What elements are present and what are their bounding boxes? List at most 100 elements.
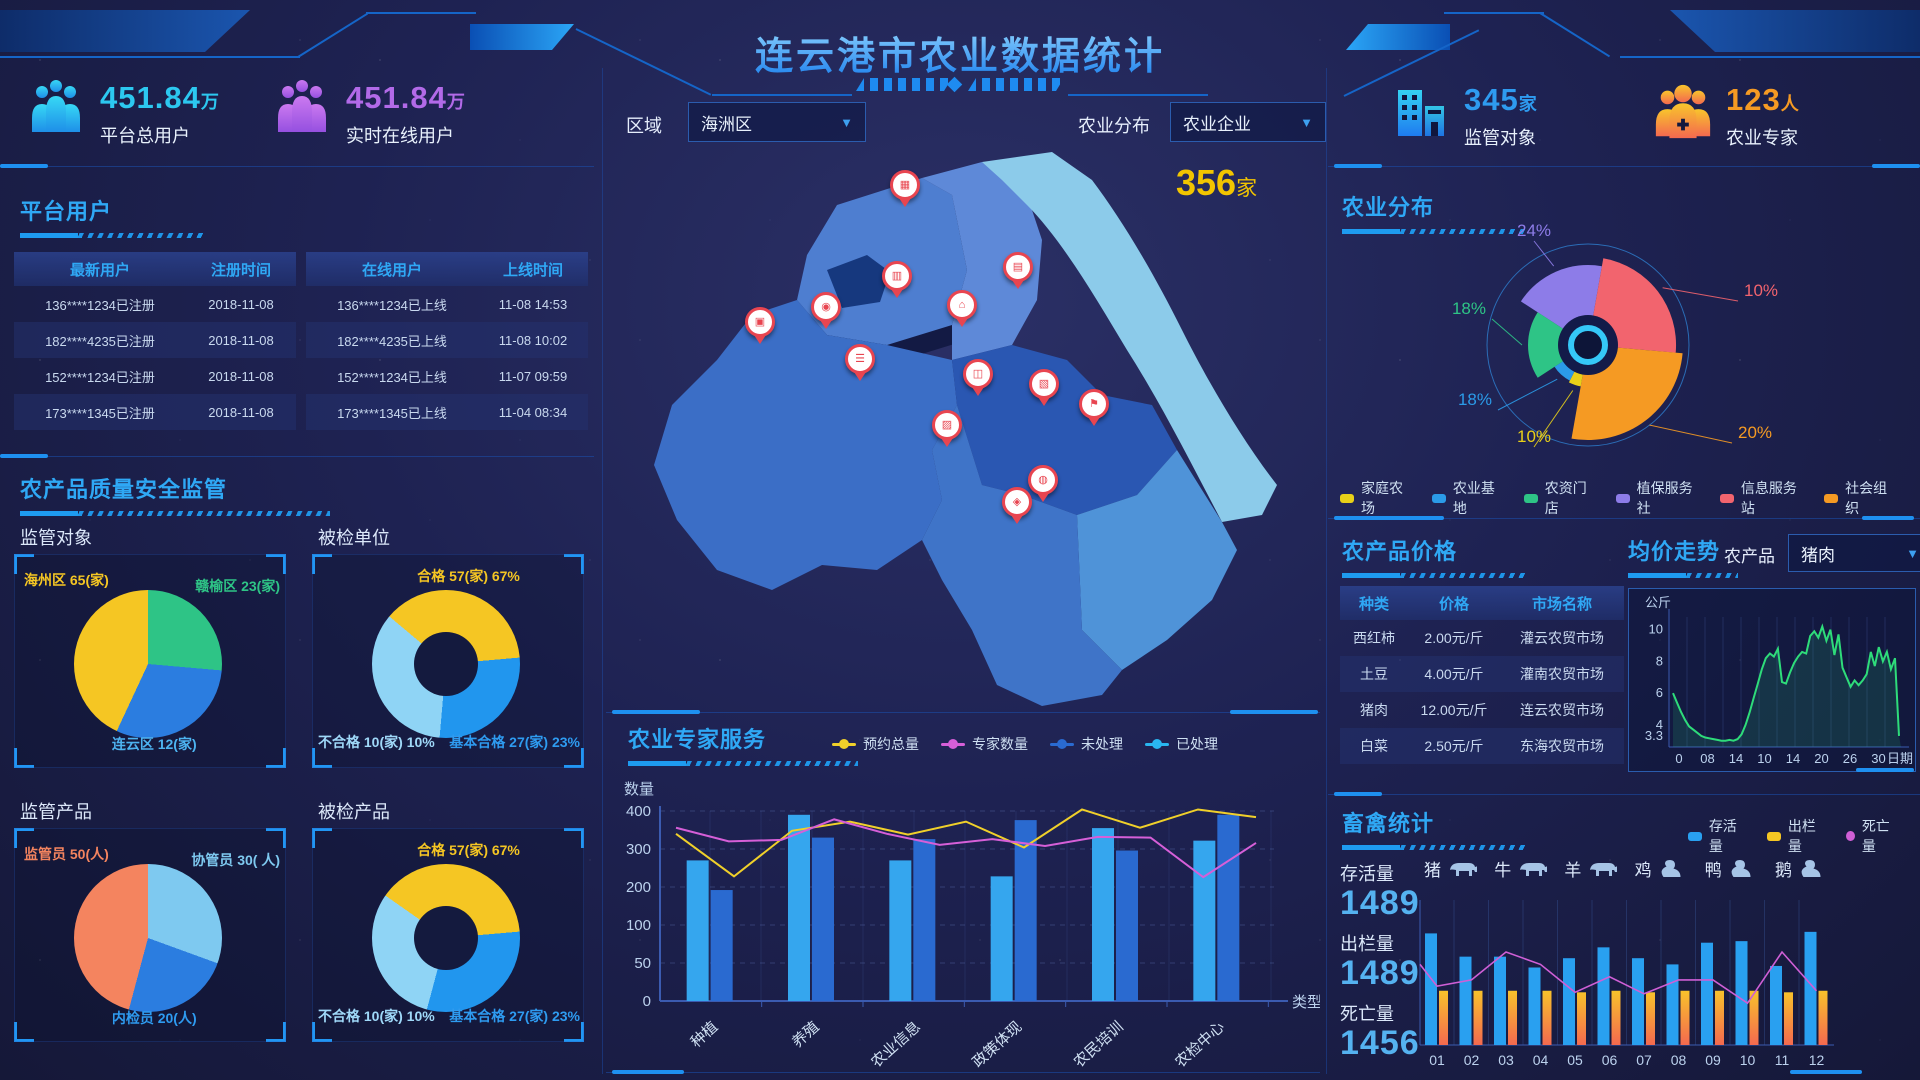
legend-item-存活量[interactable]: 存活量 <box>1688 816 1745 856</box>
pin-glyph-icon: ☰ <box>855 352 865 365</box>
decor-line <box>1620 56 1920 58</box>
legend-dot <box>948 739 958 749</box>
legend-item-预约总量[interactable]: 预约总量 <box>832 734 919 754</box>
data-line <box>675 818 1257 879</box>
chart-text: 10 <box>1740 1052 1756 1068</box>
enterprise-count: 356家 <box>1176 162 1257 204</box>
legend-swatch <box>1688 831 1702 841</box>
pie-chart-box-3: 监管员 50(人) 协管员 30( 人) 内检员 20(人) <box>14 828 286 1042</box>
chart-text: 200 <box>626 879 651 896</box>
distribution-select[interactable]: 农业企业 ▼ <box>1170 102 1326 142</box>
animal-牛: 牛 <box>1494 856 1548 881</box>
price-table: 种类 价格 市场名称 西红柿 2.00元/斤 灌云农贸市场 土豆 4.00元/斤 灌南农贸… <box>1340 586 1624 764</box>
table-cell: 182****4235已上线 <box>337 333 447 349</box>
legend-item-农资门店[interactable]: 农资门店 <box>1523 478 1594 518</box>
rose-leader-line <box>1497 378 1558 411</box>
expert-stat-text: 123人 农业专家 <box>1726 82 1799 150</box>
separator-accent <box>1862 516 1914 520</box>
legend-item-家庭农场[interactable]: 家庭农场 <box>1340 478 1410 518</box>
legend-item-社会组织[interactable]: 社会组织 <box>1824 478 1894 518</box>
chart-text: 类型 <box>1292 994 1320 1011</box>
bar-pending <box>1014 820 1037 1001</box>
distribution-rose-chart: 24% 10% 20% 10% 18% 18% <box>1452 221 1778 448</box>
users-icon <box>278 80 326 132</box>
table-cell: 173****1345已上线 <box>337 405 447 421</box>
online-table: 在线用户 上线时间 136****1234已上线 11-08 14:53 182**… <box>306 252 588 430</box>
bar-survive <box>1528 967 1541 1045</box>
online-table-row: 182****4235已上线 11-08 10:02 <box>306 322 588 358</box>
map-pin[interactable]: ▥ <box>882 261 912 291</box>
bar-slaughter <box>1646 992 1655 1045</box>
chart-text: 11 <box>1775 1052 1790 1068</box>
legend-item-专家数量[interactable]: 专家数量 <box>941 734 1028 754</box>
rose-leader-line <box>1649 424 1733 444</box>
map-pin[interactable]: ⚑ <box>1079 389 1109 419</box>
region-select[interactable]: 海洲区 ▼ <box>688 102 866 142</box>
livestock-stat-label: 死亡量 <box>1340 1004 1394 1024</box>
chart-text: 18% <box>1458 390 1492 409</box>
map-pin[interactable]: ▤ <box>1003 252 1033 282</box>
bar-survive <box>1735 941 1748 1045</box>
trend-section-title: 均价走势 <box>1628 534 1738 578</box>
bar-done <box>1092 828 1114 1001</box>
bar-survive <box>1459 956 1472 1045</box>
animal-label: 牛 <box>1494 861 1512 880</box>
legend-item-农业基地[interactable]: 农业基地 <box>1431 478 1502 518</box>
map-pin[interactable]: ▣ <box>745 307 775 337</box>
legend-item-未处理[interactable]: 未处理 <box>1050 734 1123 754</box>
legend-item-植保服务社[interactable]: 植保服务社 <box>1615 478 1698 518</box>
online-table-header: 在线用户 上线时间 <box>306 252 588 286</box>
legend-item-已处理[interactable]: 已处理 <box>1145 734 1218 754</box>
map-pin[interactable]: ◈ <box>1002 487 1032 517</box>
pin-glyph-icon: ▨ <box>941 418 953 431</box>
bar-done <box>788 814 810 1001</box>
section-title-text: 均价走势 <box>1628 539 1721 564</box>
separator <box>1328 518 1920 519</box>
pin-glyph-icon: ◍ <box>1038 473 1048 486</box>
chart-text: 24% <box>1517 221 1551 240</box>
online-users-label: 实时在线用户 <box>346 126 454 146</box>
register-table-row: 173****1345已注册 2018-11-08 <box>14 394 296 430</box>
map-pin[interactable]: ◫ <box>963 359 993 389</box>
platform-users-stat <box>24 78 88 145</box>
price-table-header: 种类 价格 市场名称 <box>1340 586 1624 620</box>
pie-slice-label: 海州区 65(家) <box>24 572 109 588</box>
chart-text: 8 <box>1656 653 1663 668</box>
animal-鸡-icon <box>1661 859 1681 877</box>
map-pin[interactable]: ▧ <box>1029 369 1059 399</box>
map-region <box>922 162 1042 360</box>
title-underline-decoration <box>1342 845 1527 850</box>
chart-text: 10 <box>1757 751 1771 766</box>
separator-accent <box>1334 516 1444 520</box>
chart-text: 农业信息 <box>868 1018 924 1071</box>
map-region <box>654 300 957 590</box>
supervised-count-unit: 家 <box>1518 94 1537 114</box>
map-pin[interactable]: ▦ <box>890 170 920 200</box>
chart-text: 政策体现 <box>969 1018 1025 1071</box>
map-pin[interactable]: ◉ <box>811 292 841 322</box>
pie-chart-box-1: 海州区 65(家) 赣榆区 23(家) 连云区 12(家) <box>14 554 286 768</box>
legend-marker <box>1050 739 1074 749</box>
legend-label: 家庭农场 <box>1360 480 1403 516</box>
bar-survive <box>1494 956 1506 1045</box>
product-select[interactable]: 猪肉 ▼ <box>1788 534 1920 572</box>
register-table-row: 152****1234已注册 2018-11-08 <box>14 358 296 394</box>
chart-text: 10% <box>1517 427 1551 446</box>
map-pin[interactable]: ▨ <box>932 410 962 440</box>
animal-silhouette <box>1450 862 1477 876</box>
enterprise-count-unit: 家 <box>1236 177 1258 200</box>
map-pin[interactable]: ☰ <box>845 344 875 374</box>
expert-section-title: 农业专家服务 <box>628 722 858 766</box>
legend-label: 存活量 <box>1708 818 1737 854</box>
legend-item-死亡量[interactable]: 死亡量 <box>1846 816 1898 856</box>
pie-slice-label: 基本合格 27(家) 23% <box>449 734 580 750</box>
pie-slice-label: 合格 57(家) 67% <box>417 568 520 584</box>
map-region <box>1077 450 1237 670</box>
legend-item-信息服务站[interactable]: 信息服务站 <box>1719 478 1802 518</box>
map-pin[interactable]: ◍ <box>1028 465 1058 495</box>
animal-鹅: 鹅 <box>1775 856 1828 881</box>
legend-item-出栏量[interactable]: 出栏量 <box>1767 816 1824 856</box>
map-pin[interactable]: ⌂ <box>947 290 977 320</box>
separator-accent <box>612 1070 684 1074</box>
